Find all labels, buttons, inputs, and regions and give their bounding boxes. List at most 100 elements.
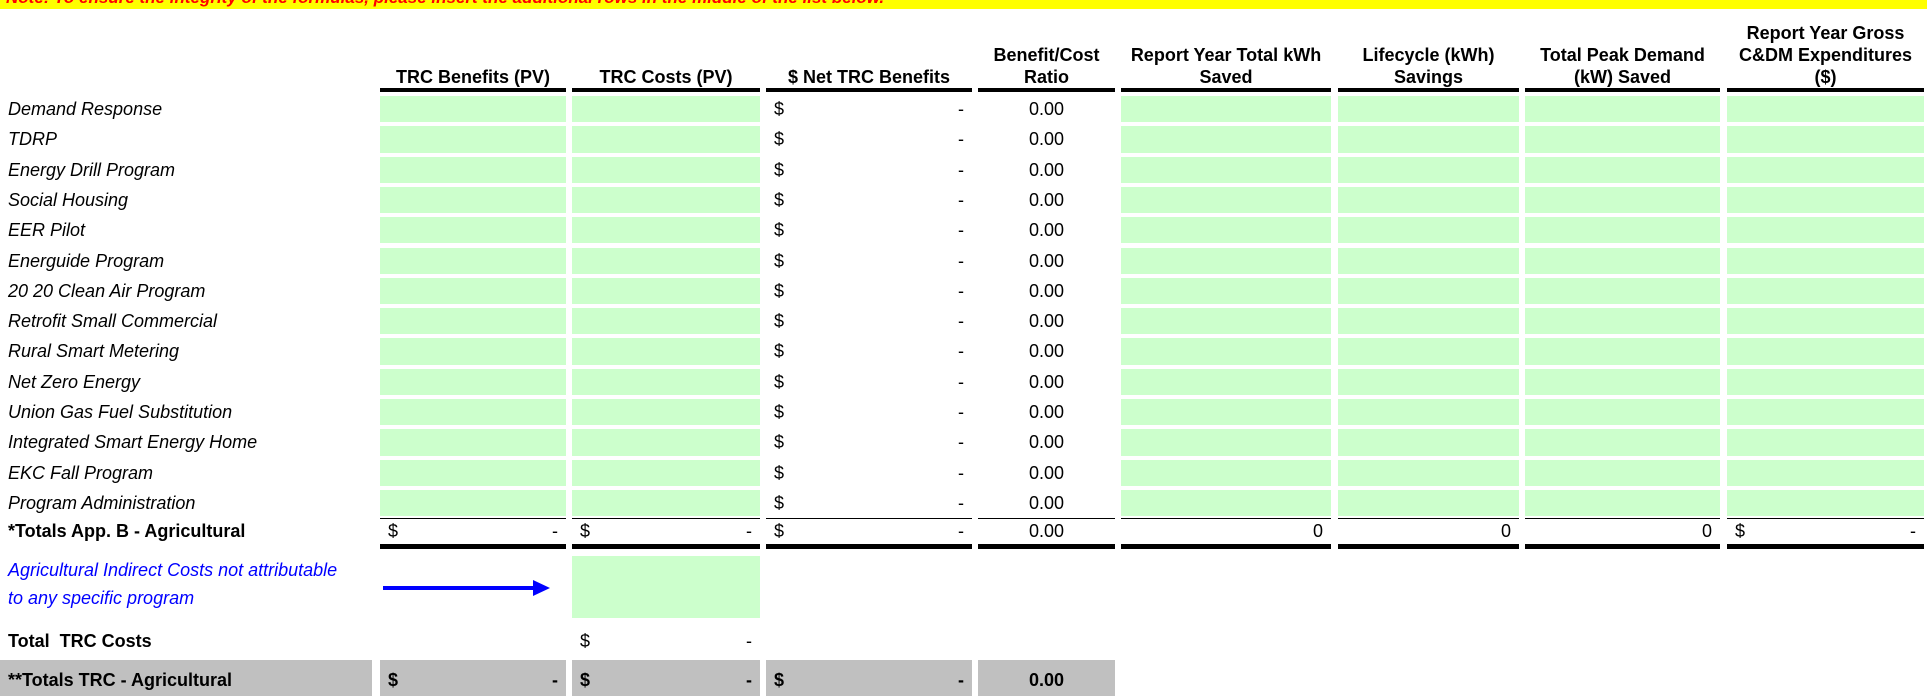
input-cell — [1727, 338, 1924, 365]
totals-trc-costs-currency: $ — [580, 521, 591, 542]
note-banner: Note: To ensure the integrity of the for… — [0, 0, 1927, 9]
total-trc-costs-value: - — [746, 631, 752, 652]
column-header: Report Year Gross C&DM Expenditures ($) — [1738, 23, 1913, 87]
program-name: EKC Fall Program — [8, 462, 154, 483]
input-cell — [572, 489, 760, 517]
program-name: Demand Response — [8, 99, 163, 119]
note-text: Note: To ensure the integrity of the for… — [6, 0, 884, 8]
input-cell — [1121, 126, 1331, 153]
net-currency: $ — [774, 341, 785, 362]
ratio: 0.00 — [1028, 462, 1065, 483]
input-cell — [572, 459, 760, 486]
arrow-shaft — [383, 586, 533, 591]
totals-trc-benefits-currency: $ — [388, 521, 399, 542]
input-cell — [1525, 368, 1720, 395]
net-value: - — [958, 432, 964, 453]
input-cell — [380, 156, 566, 183]
totals-lifecycle: 0 — [1500, 521, 1511, 542]
input-cell — [572, 247, 760, 274]
input-cell — [572, 126, 760, 153]
input-cell — [1338, 96, 1519, 123]
net-currency: $ — [774, 280, 785, 301]
input-cell — [1338, 429, 1519, 456]
input-cell — [1727, 96, 1924, 123]
net-currency: $ — [774, 129, 785, 150]
input-cell — [1525, 459, 1720, 486]
net-value: - — [958, 129, 964, 150]
program-name: Integrated Smart Energy Home — [8, 432, 258, 453]
net-currency: $ — [774, 99, 785, 119]
indirect-label: Agricultural Indirect Costs not attribut… — [8, 560, 338, 609]
totals-net-currency: $ — [774, 521, 785, 542]
ratio: 0.00 — [1028, 432, 1065, 453]
totals-gross-value: - — [1910, 521, 1916, 542]
column-header: Total Peak Demand (kW) Saved — [1540, 45, 1705, 87]
input-cell — [1338, 217, 1519, 244]
totals-top-rule — [1121, 518, 1331, 520]
grand-cell — [572, 660, 760, 696]
grand-net-currency: $ — [774, 670, 785, 691]
net-currency: $ — [774, 402, 785, 422]
totals-top-rule — [1525, 518, 1720, 520]
net-currency: $ — [774, 432, 785, 453]
ratio: 0.00 — [1028, 280, 1065, 301]
input-cell — [572, 338, 760, 365]
grand-trc-costs-currency: $ — [580, 670, 591, 691]
arrow-head — [533, 580, 550, 597]
input-cell — [1525, 126, 1720, 153]
totals-top-rule — [572, 518, 760, 520]
input-cell — [380, 429, 566, 456]
header-rule — [1338, 88, 1519, 92]
input-cell — [1727, 277, 1924, 305]
totals-top-rule — [380, 518, 566, 520]
program-name: Energy Drill Program — [8, 159, 176, 180]
net-value: - — [958, 341, 964, 362]
input-cell — [1121, 459, 1331, 486]
net-value: - — [958, 402, 964, 422]
header-rule — [1525, 88, 1720, 92]
input-cell — [1727, 217, 1924, 244]
program-name: Social Housing — [8, 189, 129, 210]
grand-net-value: - — [958, 670, 964, 691]
ratio: 0.00 — [1028, 371, 1065, 392]
input-cell — [1121, 338, 1331, 365]
input-cell — [1525, 399, 1720, 426]
input-cell — [1121, 247, 1331, 274]
net-value: - — [958, 159, 964, 180]
net-value: - — [958, 492, 964, 513]
ratio: 0.00 — [1028, 99, 1065, 119]
input-cell — [380, 186, 566, 214]
input-cell — [1121, 308, 1331, 335]
input-cell — [380, 217, 566, 244]
input-cell — [1727, 399, 1924, 426]
input-cell — [1121, 489, 1331, 517]
input-cell — [1121, 399, 1331, 426]
totals-report_kwh: 0 — [1312, 521, 1323, 542]
input-cell — [572, 217, 760, 244]
input-cell — [380, 308, 566, 335]
totals-bottom-rule — [978, 544, 1115, 550]
input-cell — [380, 399, 566, 426]
net-value: - — [958, 311, 964, 332]
header-rule — [380, 88, 566, 92]
totals-bottom-rule — [1121, 544, 1331, 550]
ratio: 0.00 — [1028, 159, 1065, 180]
input-cell — [380, 368, 566, 395]
totals-top-rule — [978, 518, 1115, 520]
column-header: TRC Costs (PV) — [599, 67, 733, 87]
grand-trc-benefits-currency: $ — [388, 670, 399, 691]
column-header: Lifecycle (kWh) Savings — [1362, 45, 1495, 87]
input-cell — [380, 277, 566, 305]
totals-bottom-rule — [766, 544, 972, 550]
totals-trc-benefits-value: - — [552, 521, 558, 542]
input-cell — [380, 338, 566, 365]
input-cell — [572, 308, 760, 335]
input-cell — [572, 156, 760, 183]
grand-ratio: 0.00 — [1028, 670, 1065, 691]
input-cell — [1525, 96, 1720, 123]
totals-bottom-rule — [1338, 544, 1519, 550]
column-header: Report Year Total kWh Saved — [1130, 45, 1322, 87]
header-rule — [572, 88, 760, 92]
column-header: $ Net TRC Benefits — [787, 67, 951, 87]
program-name: Union Gas Fuel Substitution — [8, 402, 233, 422]
